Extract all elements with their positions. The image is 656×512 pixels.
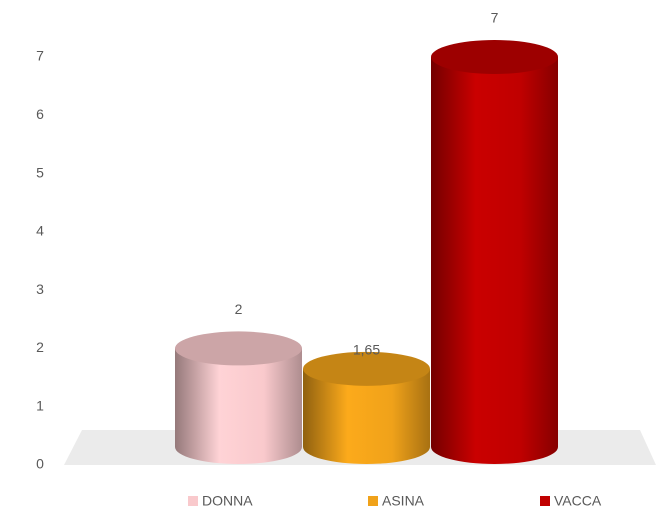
legend-swatch	[368, 496, 378, 506]
bar	[431, 57, 558, 464]
y-tick-label: 4	[36, 223, 44, 239]
bar-top	[303, 351, 430, 386]
y-tick-label: 1	[36, 397, 44, 413]
y-tick-label: 2	[36, 339, 44, 355]
legend-swatch	[188, 496, 198, 506]
value-label: 7	[491, 10, 499, 26]
legend-label: VACCA	[554, 493, 602, 509]
legend-label: DONNA	[202, 493, 253, 509]
y-tick-label: 5	[36, 164, 44, 180]
legend-swatch	[540, 496, 550, 506]
bar	[303, 368, 430, 464]
legend-label: ASINA	[382, 493, 425, 509]
value-label: 2	[235, 301, 243, 317]
value-label: 1,65	[353, 342, 380, 358]
y-tick-label: 6	[36, 106, 44, 122]
y-tick-label: 3	[36, 281, 44, 297]
bar	[175, 348, 302, 464]
y-tick-label: 7	[36, 48, 44, 64]
y-tick-label: 0	[36, 456, 44, 472]
bar-top	[175, 331, 302, 366]
bar-top	[431, 40, 558, 74]
